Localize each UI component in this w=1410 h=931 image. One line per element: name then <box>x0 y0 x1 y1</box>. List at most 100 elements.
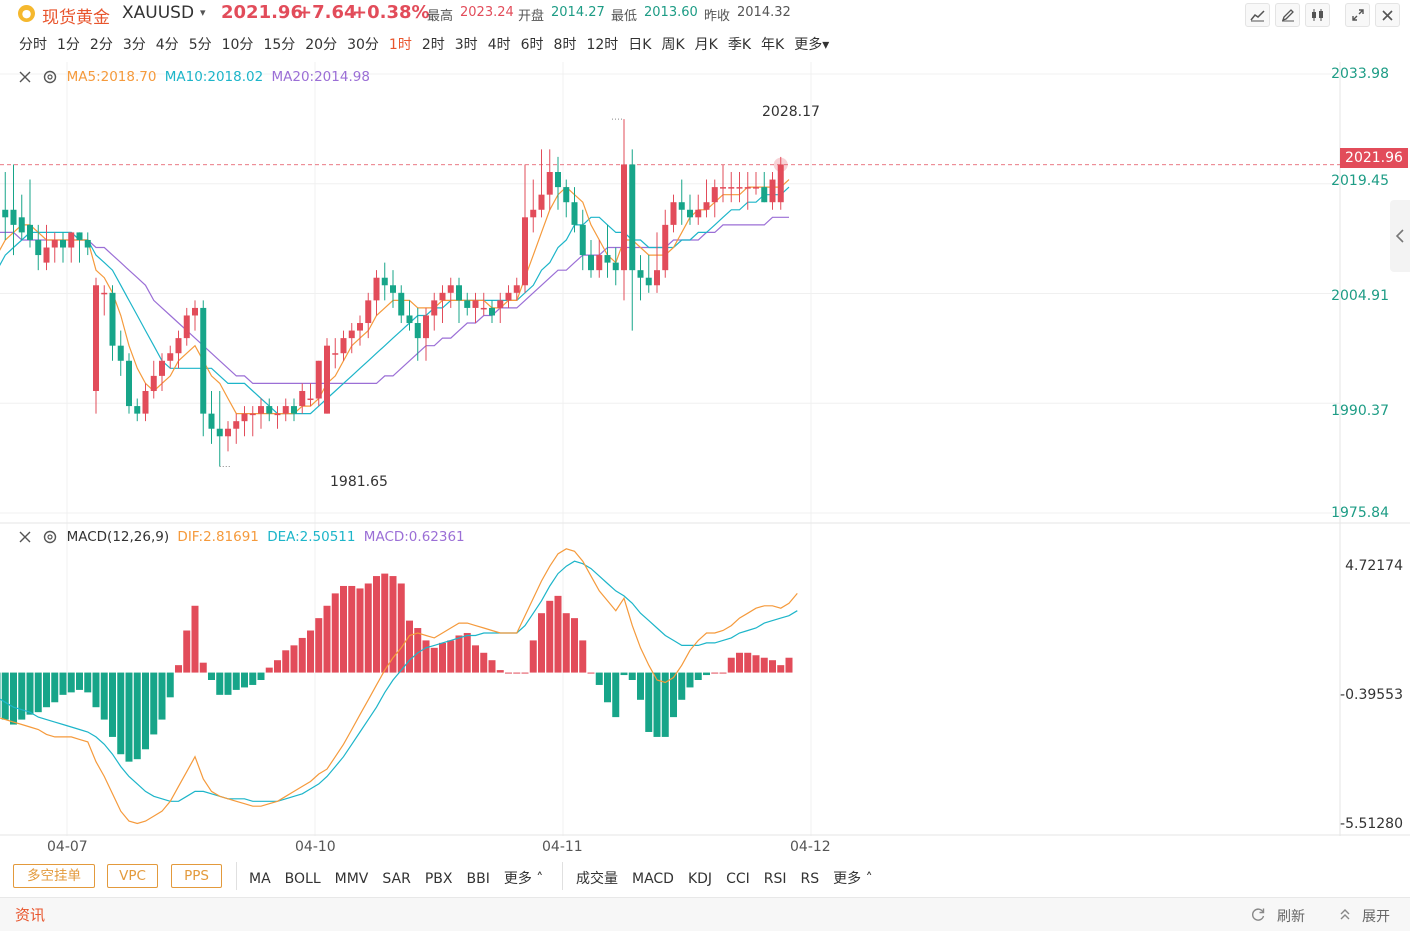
candle-body <box>142 390 149 414</box>
period-tab[interactable]: 3时 <box>454 37 478 53</box>
period-tab[interactable]: 6时 <box>520 37 544 53</box>
sub-indicator-tab[interactable]: KDJ <box>687 871 713 887</box>
news-label[interactable]: 资讯 <box>15 906 46 924</box>
draw-tool-button[interactable] <box>1275 3 1300 27</box>
macd-bar <box>191 605 199 673</box>
period-tab[interactable]: 1分 <box>57 37 80 53</box>
divider <box>236 862 237 890</box>
candle-body <box>299 390 306 407</box>
period-tab[interactable]: 季K <box>727 37 752 53</box>
period-tab[interactable]: 分时 <box>19 37 47 53</box>
candle-body <box>538 194 545 210</box>
macd-bar <box>546 600 554 673</box>
sub-indicator-tab[interactable]: RS <box>800 871 820 887</box>
last-price: 2021.96 <box>221 2 303 23</box>
candle-body <box>456 285 462 301</box>
period-tab[interactable]: 月K <box>694 37 718 53</box>
candle-body <box>373 277 380 301</box>
fullscreen-button[interactable] <box>1345 3 1370 27</box>
main-indicator-tab[interactable]: BBI <box>466 871 490 887</box>
refresh-icon[interactable] <box>1251 907 1266 922</box>
sub-indicator-tab[interactable]: 更多 ˄ <box>833 871 873 887</box>
macd-bar <box>694 672 702 680</box>
price-chart[interactable] <box>0 62 1410 524</box>
macd-tick: 4.72174 <box>1345 558 1403 574</box>
sub-indicator-tab[interactable]: MACD <box>632 871 674 887</box>
main-indicator-tab[interactable]: 更多 ˄ <box>503 871 544 887</box>
price-change-pct: +0.38% <box>352 2 430 23</box>
pps-button[interactable]: PPS <box>171 864 222 888</box>
main-indicator-tab[interactable]: MA <box>249 871 271 887</box>
macd-bar <box>183 630 191 673</box>
period-tab[interactable]: 30分 <box>347 37 379 53</box>
macd-bar <box>43 672 50 708</box>
main-indicator-tab[interactable]: MMV <box>334 871 369 887</box>
macd-chart[interactable] <box>0 524 1410 836</box>
candle-body <box>472 300 479 308</box>
period-tab[interactable]: 4分 <box>155 37 179 53</box>
candle-body <box>175 338 182 354</box>
main-indicator-tab[interactable]: BOLL <box>284 871 321 887</box>
period-tab[interactable]: 12时 <box>586 37 619 53</box>
sub-indicator-tab[interactable]: 成交量 <box>576 871 618 887</box>
pencil-icon <box>1281 9 1294 22</box>
close-indicator-icon[interactable] <box>18 530 32 544</box>
macd-bar <box>18 672 26 720</box>
expand-button[interactable]: 展开 <box>1362 909 1390 925</box>
macd-legend: MACD(12,26,9) DIF:2.81691 DEA:2.50511 MA… <box>18 529 465 545</box>
period-tab[interactable]: 20分 <box>305 37 338 53</box>
settings-gear-icon[interactable] <box>42 69 58 85</box>
period-tab[interactable]: 1时 <box>388 37 412 53</box>
period-tab[interactable]: 日K <box>628 37 652 53</box>
symbol-dropdown-icon[interactable]: ▾ <box>200 6 206 19</box>
period-tab[interactable]: 4时 <box>487 37 511 53</box>
macd-bar <box>307 630 314 673</box>
double-chevron-up-icon[interactable] <box>1339 908 1351 921</box>
period-tab[interactable]: 更多▾ <box>794 37 830 53</box>
period-tab[interactable]: 年K <box>761 37 785 53</box>
candle-body <box>513 285 520 293</box>
main-indicator-tab[interactable]: SAR <box>382 871 411 887</box>
period-tab[interactable]: 10分 <box>221 37 254 53</box>
news-bar: 资讯 刷新 展开 <box>0 897 1410 931</box>
macd-bar <box>422 640 430 673</box>
candle-body <box>761 187 768 203</box>
candle-body <box>183 315 190 339</box>
period-tab[interactable]: 15分 <box>263 37 296 53</box>
refresh-button[interactable]: 刷新 <box>1277 909 1305 925</box>
prev-close-value: 2014.32 <box>737 5 791 20</box>
period-tab[interactable]: 2分 <box>89 37 113 53</box>
period-tab[interactable]: 3分 <box>122 37 146 53</box>
side-panel-toggle[interactable] <box>1390 200 1410 272</box>
instrument-symbol[interactable]: XAUUSD <box>122 3 195 23</box>
period-tab[interactable]: 2时 <box>421 37 445 53</box>
macd-bar <box>274 660 281 673</box>
line-tool-button[interactable] <box>1245 3 1270 27</box>
period-tab[interactable]: 8时 <box>553 37 577 53</box>
close-button[interactable] <box>1375 3 1400 27</box>
settings-gear-icon[interactable] <box>42 529 58 545</box>
macd-bar <box>637 672 644 700</box>
candle-body <box>695 209 702 218</box>
macd-bar <box>249 672 257 685</box>
vpc-button[interactable]: VPC <box>107 864 158 888</box>
sub-indicator-tab[interactable]: CCI <box>726 871 750 887</box>
quote-header: ● 现货黄金 XAUUSD ▾ 2021.96 +7.64 +0.38% 最高 … <box>0 0 1410 28</box>
main-indicator-tab[interactable]: PBX <box>424 871 453 887</box>
candle-body <box>35 239 42 256</box>
macd-bar <box>381 573 389 673</box>
candle-type-button[interactable] <box>1305 3 1330 27</box>
close-indicator-icon[interactable] <box>18 70 32 84</box>
period-tab[interactable]: 5分 <box>188 37 212 53</box>
dif-value: DIF:2.81691 <box>177 529 259 545</box>
macd-bar <box>125 672 133 762</box>
candle-body <box>134 406 141 414</box>
candle-body <box>332 353 339 355</box>
macd-bar <box>166 672 174 698</box>
period-tab[interactable]: 周K <box>661 37 685 53</box>
sub-indicator-tab[interactable]: RSI <box>763 871 787 887</box>
candle-body <box>225 428 231 437</box>
candle-body <box>522 217 528 286</box>
long-short-orders-button[interactable]: 多空挂单 <box>13 864 95 888</box>
